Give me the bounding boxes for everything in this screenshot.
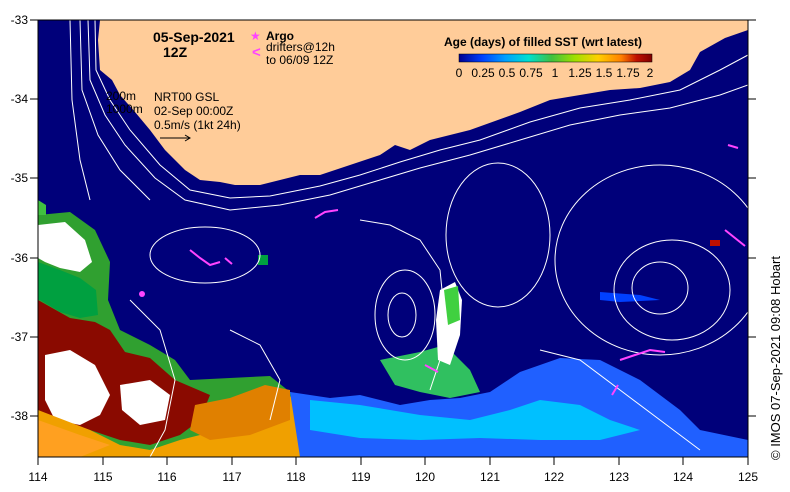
- x-tick-label: 122: [544, 470, 564, 484]
- map-time: 12Z: [163, 44, 188, 60]
- x-tick-label: 117: [222, 470, 241, 484]
- colorbar-tick: 1: [552, 66, 559, 80]
- x-tick-label: 121: [480, 470, 500, 484]
- velocity-scale: 0.5m/s (1kt 24h): [154, 118, 241, 132]
- drifter-tracks: [189, 144, 746, 396]
- plot-frame: [37, 19, 749, 458]
- y-tick-label: -33: [11, 13, 29, 27]
- colorbar-tick: 2: [647, 66, 654, 80]
- colorbar-tick: 0.25: [471, 66, 495, 80]
- argo-floats: [139, 291, 145, 297]
- colorbar-tick: 0.75: [519, 66, 543, 80]
- x-axis-labels: 114 115 116 117 118 119 120 121 122 123 …: [28, 470, 758, 484]
- y-tick-label: -35: [11, 171, 29, 185]
- drifter-label-line2: to 06/09 12Z: [266, 53, 333, 67]
- colorbar-tick: 0.5: [499, 66, 516, 80]
- colorbar-tick: 0: [456, 66, 463, 80]
- current-contours: [129, 162, 748, 457]
- x-tick-label: 114: [28, 470, 47, 484]
- x-tick-label: 125: [738, 470, 758, 484]
- y-tick-label: -34: [11, 92, 29, 106]
- product-name: NRT00 GSL: [154, 90, 219, 104]
- sst-age-patches: [38, 200, 748, 457]
- colorbar-tick: 1.5: [596, 66, 613, 80]
- argo-label: Argo: [266, 29, 294, 43]
- scale-arrow-icon: [160, 134, 191, 142]
- y-tick-label: -36: [11, 251, 29, 265]
- colorbar-title: Age (days) of filled SST (wrt latest): [444, 35, 642, 49]
- drifter-chevron-icon: <: [252, 44, 261, 61]
- drifter-label-line1: drifters@12h: [266, 40, 335, 54]
- x-tick-label: 124: [673, 470, 693, 484]
- x-tick-label: 119: [351, 470, 370, 484]
- colorbar-tick: 1.25: [568, 66, 592, 80]
- colorbar-tick: 1.75: [616, 66, 640, 80]
- contour-label-1000m: 1000m: [106, 102, 143, 116]
- colorbar-ramp: [458, 53, 653, 63]
- map-date: 05-Sep-2021: [153, 29, 235, 45]
- x-tick-label: 123: [609, 470, 629, 484]
- x-tick-label: 116: [157, 470, 176, 484]
- credit-text: © IMOS 07-Sep-2021 09:08 Hobart: [768, 256, 783, 460]
- y-tick-label: -38: [11, 409, 29, 423]
- x-tick-label: 115: [93, 470, 112, 484]
- tick-marks: [30, 19, 756, 465]
- y-tick-label: -37: [11, 330, 29, 344]
- y-axis-labels: -33 -34 -35 -36 -37 -38: [11, 13, 29, 423]
- marker-legend: ★ Argo < drifters@12h to 06/09 12Z: [250, 29, 335, 67]
- colorbar: Age (days) of filled SST (wrt latest) 0 …: [444, 35, 654, 80]
- contour-label-200m: 200m: [106, 89, 136, 103]
- x-tick-label: 120: [415, 470, 435, 484]
- x-tick-label: 118: [286, 470, 305, 484]
- product-date: 02-Sep 00:00Z: [154, 104, 233, 118]
- bathymetry-contours: [69, 20, 748, 211]
- argo-star-icon: ★: [250, 29, 261, 43]
